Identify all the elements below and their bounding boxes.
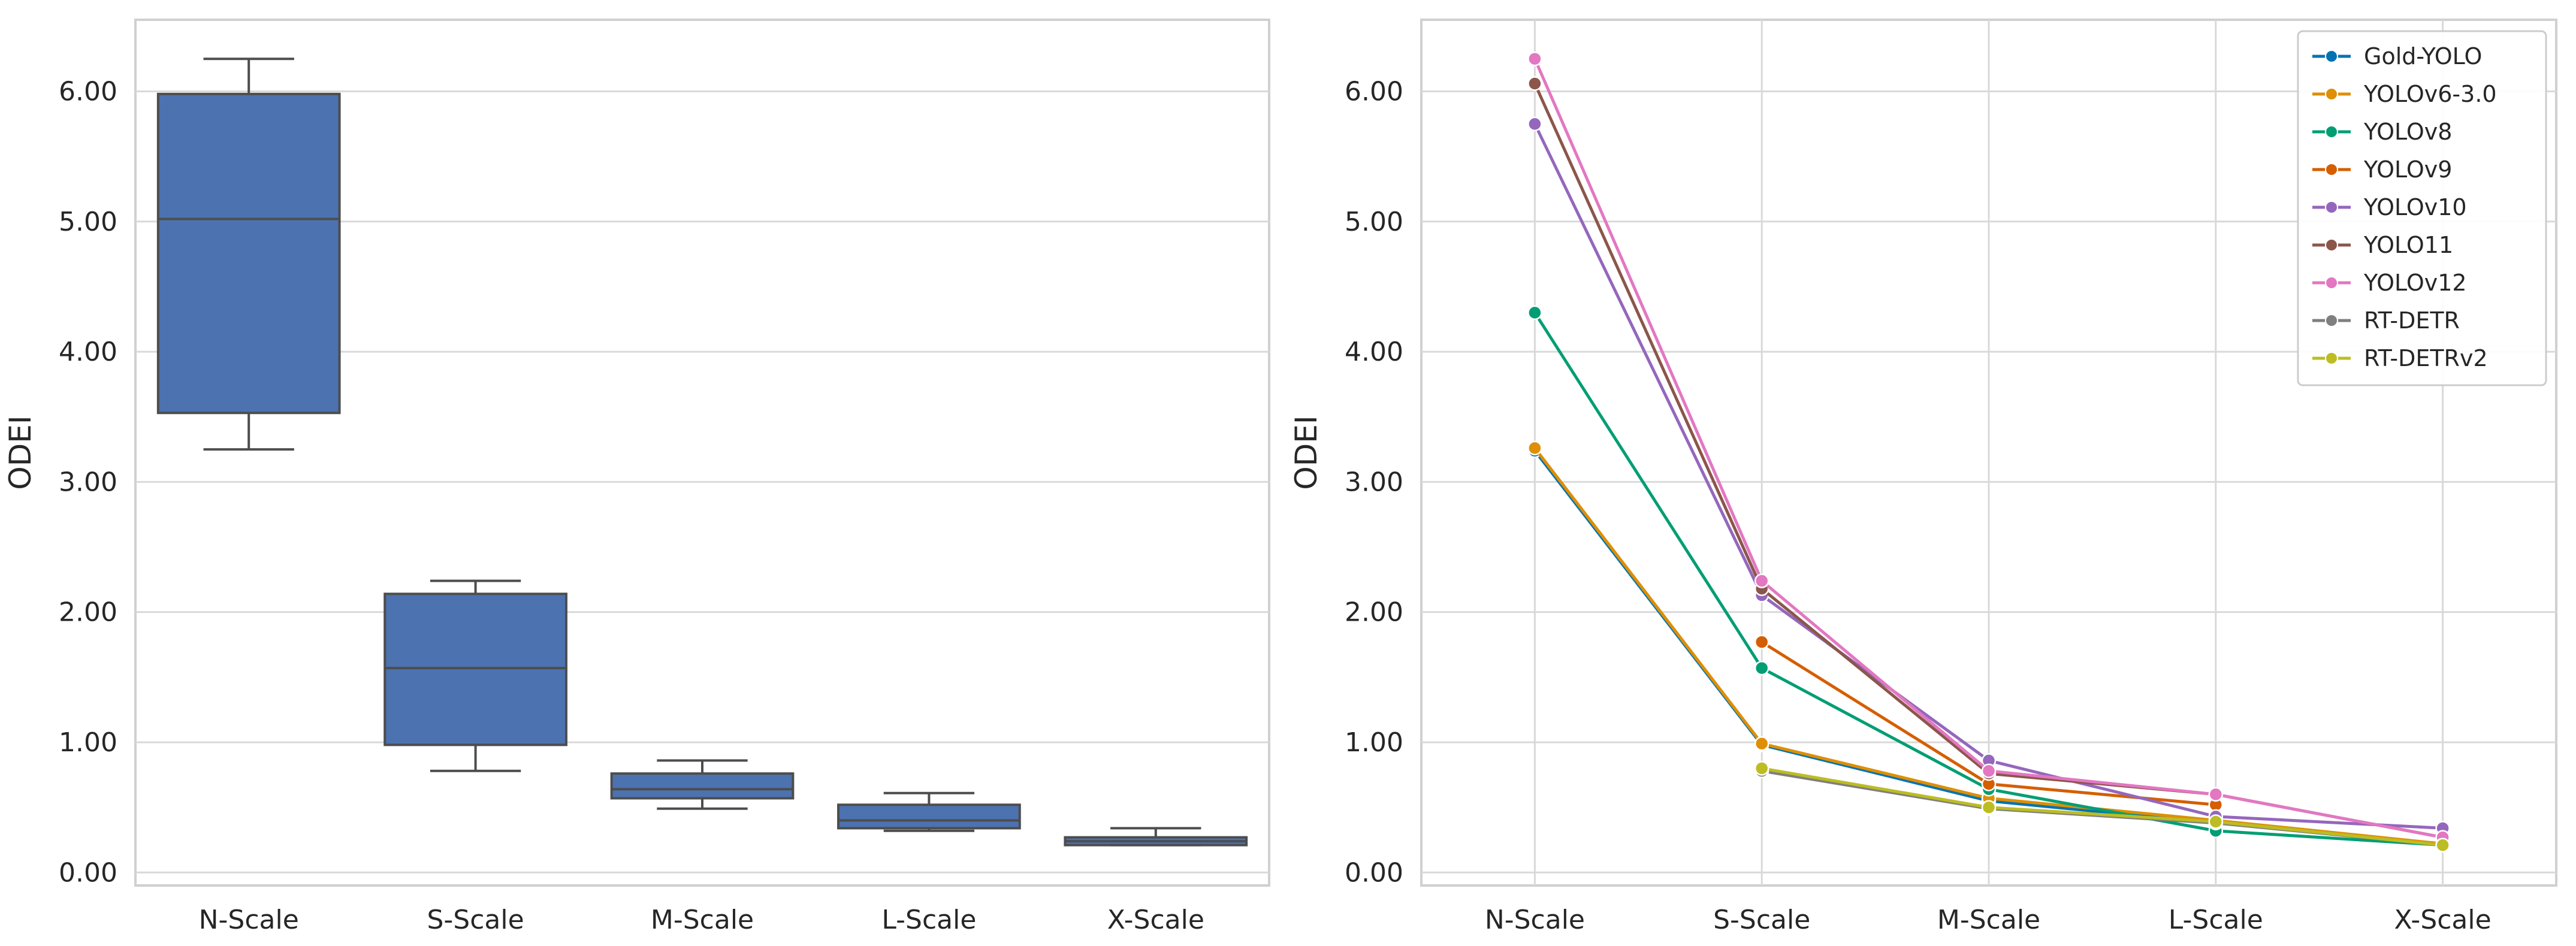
legend-item-yolov10: YOLOv10: [2312, 194, 2467, 220]
legend-marker: [2325, 163, 2338, 176]
box-iqr: [383, 593, 567, 746]
box-plot-frame: [134, 19, 1270, 887]
y-tick-label: 0.00: [1345, 857, 1403, 888]
legend-label: RT-DETRv2: [2364, 345, 2488, 371]
y-tick-label: 4.00: [1345, 337, 1403, 367]
x-tick-label: M-Scale: [1937, 905, 2040, 935]
y-tick-label: 6.00: [59, 77, 117, 107]
legend-item-gold-yolo: Gold-YOLO: [2312, 43, 2482, 69]
legend-label: YOLOv8: [2363, 119, 2452, 145]
line-chart-y-ticks: 0.00 1.00 2.00 3.00 4.00 5.00 6.00: [1345, 77, 1403, 888]
legend-box: [2297, 30, 2547, 386]
legend-item-rt-detrv2: RT-DETRv2: [2312, 345, 2488, 371]
data-point: [2435, 838, 2450, 853]
box-plot-y-axis-label: ODEI: [3, 415, 38, 489]
legend-item-yolov12: YOLOv12: [2312, 270, 2467, 296]
legend-label: YOLO11: [2363, 232, 2453, 258]
y-tick-label: 4.00: [59, 337, 117, 367]
x-tick-label: N-Scale: [1485, 905, 1585, 935]
series-yolov12: [1527, 51, 2450, 845]
data-point: [2208, 787, 2224, 802]
y-tick-label: 1.00: [59, 727, 117, 758]
box-m-scale: [610, 759, 795, 810]
box-plot-y-ticks: 0.00 1.00 2.00 3.00 4.00 5.00 6.00: [59, 77, 117, 888]
data-point: [2208, 814, 2224, 829]
data-point: [1527, 51, 1542, 67]
data-point: [1754, 761, 1769, 776]
legend-marker: [2325, 314, 2338, 327]
y-tick-label: 3.00: [1345, 467, 1403, 497]
legend-marker: [2325, 87, 2338, 101]
y-tick-label: 3.00: [59, 467, 117, 497]
data-point: [1527, 305, 1542, 321]
line-chart-panel: 0.00 1.00 2.00 3.00 4.00 5.00 6.00 N-Scale S-Sc…: [1289, 19, 2557, 935]
legend-marker: [2325, 125, 2338, 138]
x-tick-label: X-Scale: [1107, 905, 1204, 935]
legend-label: YOLOv6-3.0: [2363, 81, 2497, 107]
legend-label: YOLOv10: [2363, 194, 2467, 220]
box-iqr: [610, 772, 795, 800]
box-iqr: [837, 803, 1021, 830]
box-n-scale: [156, 58, 341, 451]
data-point: [1527, 440, 1542, 456]
x-tick-label: X-Scale: [2394, 905, 2491, 935]
legend-label: Gold-YOLO: [2364, 43, 2482, 69]
data-point: [1527, 116, 1542, 132]
legend-item-yolov6-3-0: YOLOv6-3.0: [2312, 81, 2497, 107]
legend-marker: [2325, 352, 2338, 365]
line-chart-x-ticks: N-Scale S-Scale M-Scale L-Scale X-Scale: [1485, 905, 2492, 935]
x-tick-label: N-Scale: [199, 905, 299, 935]
box-plot-x-ticks: N-Scale S-Scale M-Scale L-Scale X-Scale: [199, 905, 1204, 935]
box-l-scale: [837, 791, 1021, 832]
series-line: [1761, 766, 2443, 847]
x-tick-label: S-Scale: [1713, 905, 1810, 935]
legend-marker: [2325, 276, 2338, 289]
legend-item-yolov9: YOLOv9: [2312, 156, 2452, 183]
data-point: [1981, 800, 1997, 815]
data-point: [1754, 736, 1769, 751]
legend-label: YOLOv9: [2363, 156, 2452, 183]
x-tick-label: L-Scale: [881, 905, 976, 935]
legend-item-yolov8: YOLOv8: [2312, 119, 2452, 145]
legend-marker: [2325, 201, 2338, 214]
y-tick-label: 5.00: [59, 207, 117, 237]
line-chart-y-axis-label: ODEI: [1289, 415, 1324, 489]
y-tick-label: 2.00: [59, 597, 117, 628]
data-point: [1754, 660, 1769, 676]
box-x-scale: [1064, 827, 1248, 847]
box-plot-marks: [156, 58, 1248, 847]
line-chart-marks: [1527, 51, 2450, 853]
y-tick-label: 1.00: [1345, 727, 1403, 758]
series-rt-detrv2: [1754, 761, 2450, 853]
box-s-scale: [383, 579, 567, 772]
data-point: [1981, 763, 1997, 779]
box-plot-panel: 0.00 1.00 2.00 3.00 4.00 5.00 6.00 N-Scale S-Sc…: [3, 19, 1270, 935]
line-chart-grid: [1421, 20, 2556, 885]
x-tick-label: L-Scale: [2169, 905, 2263, 935]
legend-item-rt-detr: RT-DETR: [2312, 307, 2460, 334]
line-chart-legend: Gold-YOLO YOLOv6-3.0 YOLOv8 YOLOv9 YOLOv10 YO…: [2297, 30, 2547, 386]
data-point: [1754, 634, 1769, 649]
legend-marker: [2325, 50, 2338, 63]
legend-label: RT-DETR: [2364, 307, 2460, 334]
x-tick-label: S-Scale: [427, 905, 524, 935]
y-tick-label: 5.00: [1345, 207, 1403, 237]
legend-marker: [2325, 238, 2338, 252]
y-tick-label: 6.00: [1345, 77, 1403, 107]
box-iqr: [156, 92, 341, 415]
legend-label: YOLOv12: [2363, 270, 2467, 296]
data-point: [1527, 76, 1542, 91]
x-tick-label: M-Scale: [651, 905, 754, 935]
y-tick-label: 0.00: [59, 857, 117, 888]
legend-item-yolo11: YOLO11: [2312, 232, 2453, 258]
data-point: [1754, 573, 1769, 588]
y-tick-label: 2.00: [1345, 597, 1403, 628]
